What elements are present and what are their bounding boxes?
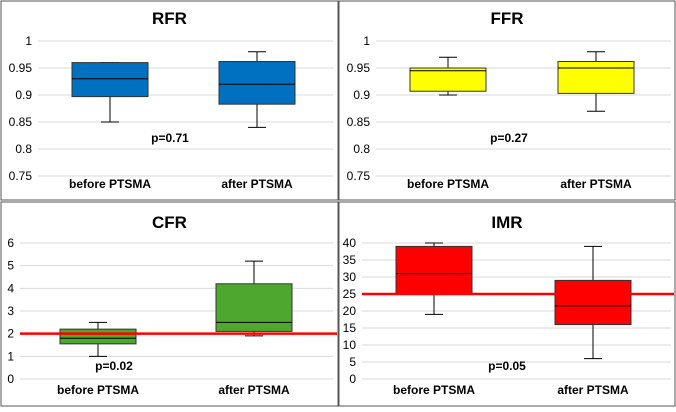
y-tick-label: 2	[7, 327, 14, 341]
y-tick-label: 0.85	[9, 115, 33, 129]
box-iqr	[218, 61, 296, 105]
y-tick-label: 0.75	[347, 169, 371, 183]
x-category-label: after PTSMA	[221, 177, 293, 191]
panel-ffr: 1 0.95 0.9 0.85 0.8 0.75 FFR p=0.27 before PTSMA…	[338, 0, 676, 201]
p-value: p=0.27	[490, 131, 528, 145]
box-iqr	[71, 62, 149, 98]
y-tick-label: 1	[7, 349, 14, 363]
box-iqr	[554, 279, 632, 326]
x-category-label: after PTSMA	[560, 177, 632, 191]
y-tick-label: 4	[7, 281, 14, 295]
box-iqr	[215, 283, 293, 332]
box-iqr	[395, 245, 473, 295]
y-tick-label: 0.8	[353, 142, 370, 156]
p-value: p=0.02	[95, 359, 133, 373]
box-before	[59, 321, 137, 357]
y-tick-label: 10	[343, 338, 357, 352]
y-tick-label: 0.9	[353, 88, 370, 102]
box-before	[409, 56, 487, 96]
x-category-label: before PTSMA	[69, 177, 151, 191]
box-iqr	[59, 328, 137, 345]
y-tick-label: 35	[343, 253, 357, 267]
box-after	[557, 51, 635, 112]
panel-frame	[338, 201, 676, 407]
y-tick-label: 0.95	[347, 61, 371, 75]
box-before	[395, 242, 473, 315]
panel-title: IMR	[491, 213, 522, 232]
y-tick-label: 3	[7, 304, 14, 318]
x-category-label: before PTSMA	[407, 177, 489, 191]
x-category-label: after PTSMA	[218, 383, 290, 397]
y-tick-label: 15	[343, 321, 357, 335]
y-tick-label: 0.8	[15, 142, 32, 156]
box-before	[71, 62, 149, 123]
box-iqr	[409, 67, 487, 92]
x-category-label: before PTSMA	[57, 383, 139, 397]
panel-rfr: 1 0.95 0.9 0.85 0.8 0.75 RFR p=0.71 before PTSMA…	[0, 0, 339, 201]
panel-title: FFR	[490, 9, 523, 28]
p-value: p=0.71	[151, 131, 189, 145]
panel-frame	[0, 201, 339, 407]
box-after	[554, 245, 632, 360]
y-tick-label: 1	[363, 34, 370, 48]
panel-title: CFR	[152, 213, 187, 232]
y-tick-label: 0	[349, 372, 356, 386]
y-tick-label: 0.85	[347, 115, 371, 129]
y-tick-label: 30	[343, 270, 357, 284]
panel-cfr: 6 5 4 3 2 1 0 CFR p=0.02 before PTSMA after PTSMA	[0, 201, 339, 407]
y-tick-label: 25	[343, 287, 357, 301]
y-tick-label: 0.9	[15, 88, 32, 102]
panel-imr: 40 35 30 25 20 15 10 5 0 IMR p=0.05 before PTSMA aft…	[338, 201, 676, 407]
y-tick-label: 0	[7, 372, 14, 386]
y-tick-label: 1	[25, 34, 32, 48]
panel-frame	[0, 0, 339, 201]
y-tick-label: 0.95	[9, 61, 33, 75]
y-tick-label: 20	[343, 304, 357, 318]
y-tick-label: 40	[343, 236, 357, 250]
p-value: p=0.05	[488, 359, 526, 373]
panel-title: RFR	[152, 9, 187, 28]
y-tick-label: 5	[7, 259, 14, 273]
y-tick-label: 6	[7, 236, 14, 250]
panel-frame	[338, 0, 676, 201]
box-after	[215, 260, 293, 337]
box-iqr	[557, 61, 635, 94]
x-category-label: after PTSMA	[557, 383, 629, 397]
box-after	[218, 51, 296, 128]
y-tick-label: 0.75	[9, 169, 33, 183]
y-tick-label: 5	[349, 355, 356, 369]
x-category-label: before PTSMA	[393, 383, 475, 397]
